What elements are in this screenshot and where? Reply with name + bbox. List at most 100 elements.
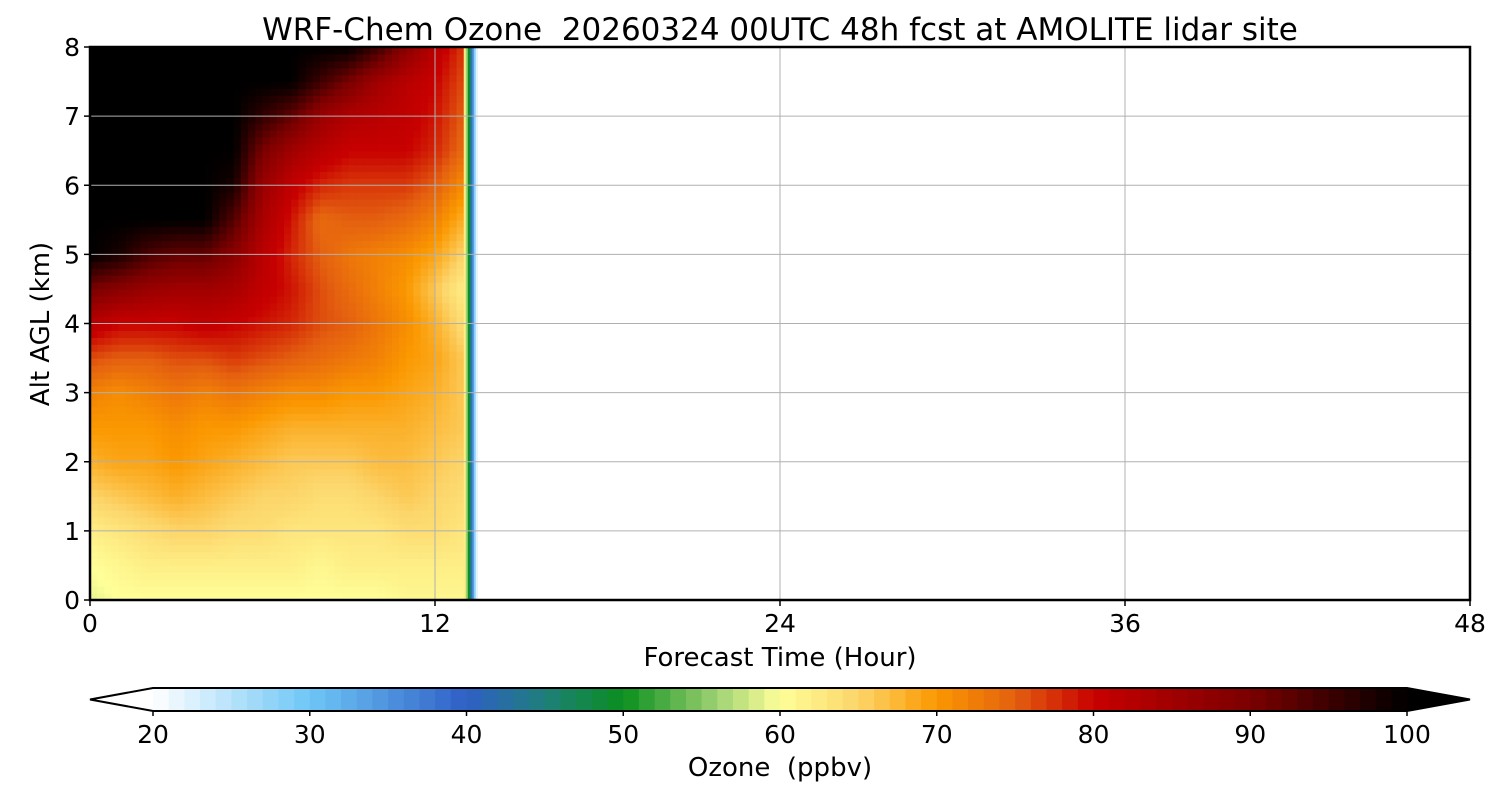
ozone-cell <box>327 579 335 587</box>
ozone-cell <box>334 116 343 124</box>
ozone-cell <box>327 337 335 345</box>
ozone-cell <box>442 565 450 573</box>
ozone-cell <box>111 67 120 76</box>
ozone-cell <box>298 88 307 96</box>
ozone-cell <box>111 116 120 124</box>
ozone-cell <box>312 523 321 532</box>
ozone-cell <box>312 454 321 463</box>
ozone-cell <box>147 247 156 255</box>
ozone-cell <box>90 219 98 228</box>
ozone-cell <box>363 461 371 470</box>
ozone-cell <box>291 517 300 525</box>
ozone-cell <box>456 427 465 435</box>
ozone-cell <box>427 192 436 200</box>
ozone-cell <box>111 406 120 414</box>
ozone-cell <box>406 579 415 587</box>
ozone-cell <box>413 572 422 580</box>
ozone-cell <box>449 316 458 325</box>
ozone-cell <box>233 358 242 366</box>
ozone-cell <box>226 240 235 249</box>
ozone-cell <box>305 517 314 525</box>
ozone-cell <box>97 219 105 228</box>
ozone-cell <box>370 337 379 345</box>
ozone-cell <box>427 537 436 546</box>
ozone-cell <box>320 378 328 387</box>
ozone-cell <box>111 178 120 186</box>
ozone-cell <box>427 102 436 110</box>
ozone-cell <box>384 60 393 69</box>
ozone-cell <box>413 288 422 297</box>
ozone-cell <box>341 523 350 532</box>
ozone-cell <box>104 192 113 200</box>
ozone-cell <box>327 74 335 83</box>
ozone-cell <box>219 316 228 325</box>
ozone-cell <box>240 309 249 318</box>
ozone-cell <box>276 309 285 318</box>
ozone-cell <box>377 468 386 477</box>
ozone-cell <box>435 219 443 228</box>
ozone-cell <box>248 351 256 359</box>
ozone-cell <box>334 226 343 235</box>
ozone-cell <box>176 116 185 124</box>
ozone-cell <box>219 116 228 124</box>
ozone-cell <box>269 378 278 387</box>
ozone-cell <box>176 593 185 600</box>
ozone-cell <box>269 157 278 166</box>
ozone-cell <box>125 240 134 249</box>
ozone-cell <box>348 88 357 96</box>
ozone-cell <box>442 482 450 490</box>
ozone-cell <box>183 205 192 214</box>
ozone-cell <box>406 406 415 414</box>
ozone-cell <box>363 413 371 421</box>
ozone-cell <box>348 406 357 414</box>
ozone-cell <box>154 503 163 511</box>
ozone-cell <box>97 537 105 546</box>
ozone-cell <box>269 164 278 173</box>
ozone-cell <box>427 489 436 497</box>
ozone-cell <box>284 136 292 145</box>
ozone-cell <box>320 344 328 352</box>
ozone-cell <box>427 523 436 532</box>
ozone-cell <box>161 116 170 124</box>
ozone-cell <box>118 413 127 421</box>
ozone-cell <box>147 136 156 145</box>
ozone-cell <box>377 544 386 553</box>
ozone-cell <box>284 60 292 69</box>
ozone-cell <box>370 129 379 138</box>
ozone-cell <box>370 468 379 477</box>
ozone-cell <box>205 413 213 421</box>
ozone-cell <box>111 489 120 497</box>
ozone-cell <box>226 178 235 186</box>
ozone-cell <box>334 337 343 345</box>
ozone-cell <box>284 351 292 359</box>
ozone-cell <box>190 586 199 594</box>
ozone-cell <box>90 337 98 345</box>
colorbar-tick-label: 30 <box>294 720 326 749</box>
ozone-cell <box>169 81 177 90</box>
ozone-cell <box>248 496 256 504</box>
ozone-cell <box>291 116 300 124</box>
ozone-cell <box>133 454 141 463</box>
ozone-cell <box>125 385 134 394</box>
ozone-cell <box>212 378 220 387</box>
ozone-cell <box>111 337 120 345</box>
ozone-cell <box>456 150 465 159</box>
ozone-cell <box>435 109 443 117</box>
ozone-cell <box>111 593 120 600</box>
ozone-cell <box>391 351 400 359</box>
ozone-cell <box>435 420 443 428</box>
ozone-cell <box>435 565 443 573</box>
ozone-cell <box>248 185 256 193</box>
ozone-cell <box>176 364 185 373</box>
ozone-cell <box>161 510 170 518</box>
ozone-cell <box>255 136 264 145</box>
ozone-cell <box>262 586 271 594</box>
ozone-cell <box>305 109 314 117</box>
ozone-cell <box>269 441 278 449</box>
ozone-cell <box>391 544 400 553</box>
ozone-cell <box>161 143 170 152</box>
ozone-cell <box>312 233 321 242</box>
ozone-cell <box>118 268 127 276</box>
ozone-cell <box>384 427 393 435</box>
ozone-cell <box>255 129 264 138</box>
